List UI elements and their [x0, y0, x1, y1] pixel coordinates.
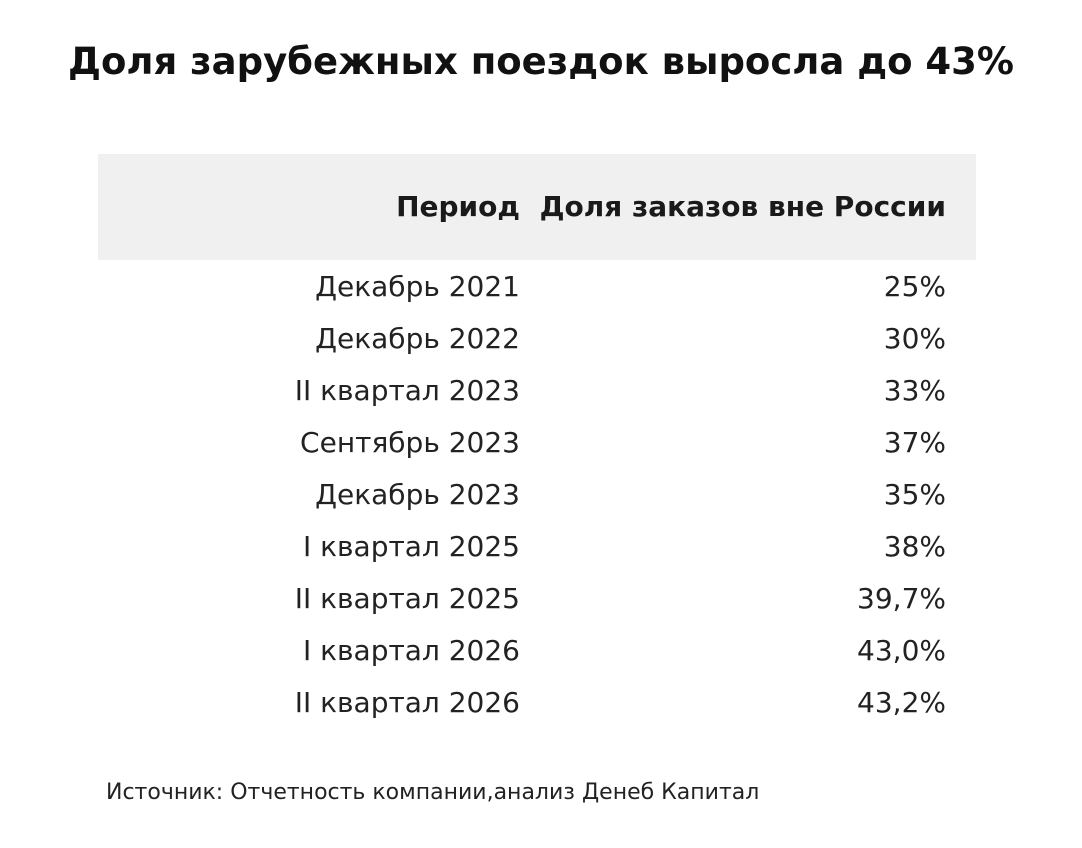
- cell-share: 43,0%: [857, 634, 946, 667]
- table-row: Декабрь 2021 25%: [98, 260, 976, 312]
- cell-share: 37%: [883, 426, 946, 459]
- table-row: II квартал 2026 43,2%: [98, 676, 976, 728]
- cell-share: 39,7%: [857, 582, 946, 615]
- table-row: Декабрь 2022 30%: [98, 312, 976, 364]
- table-row: Декабрь 2023 35%: [98, 468, 976, 520]
- table-row: I квартал 2026 43,0%: [98, 624, 976, 676]
- cell-share: 25%: [883, 270, 946, 303]
- source-note: Источник: Отчетность компании,анализ Ден…: [106, 780, 760, 805]
- table-body: Декабрь 2021 25% Декабрь 2022 30% II квартал…: [98, 260, 976, 728]
- cell-period: Декабрь 2022: [315, 322, 520, 355]
- column-header-period: Период: [396, 190, 520, 223]
- cell-period: I квартал 2025: [302, 530, 520, 563]
- cell-share: 30%: [883, 322, 946, 355]
- cell-period: Декабрь 2021: [315, 270, 520, 303]
- table-header: Период Доля заказов вне России: [98, 154, 976, 260]
- table-row: Сентябрь 2023 37%: [98, 416, 976, 468]
- cell-period: Декабрь 2023: [315, 478, 520, 511]
- table-row: II квартал 2025 39,7%: [98, 572, 976, 624]
- cell-period: I квартал 2026: [302, 634, 520, 667]
- chart-title: Доля зарубежных поездок выросла до 43%: [68, 40, 1014, 83]
- cell-period: II квартал 2025: [294, 582, 520, 615]
- table-row: I квартал 2025 38%: [98, 520, 976, 572]
- cell-period: Сентябрь 2023: [300, 426, 520, 459]
- cell-period: II квартал 2026: [294, 686, 520, 719]
- cell-share: 35%: [883, 478, 946, 511]
- cell-share: 38%: [883, 530, 946, 563]
- cell-share: 33%: [883, 374, 946, 407]
- cell-period: II квартал 2023: [294, 374, 520, 407]
- cell-share: 43,2%: [857, 686, 946, 719]
- table-row: II квартал 2023 33%: [98, 364, 976, 416]
- data-table: Период Доля заказов вне России Декабрь 2…: [98, 154, 976, 728]
- column-header-share: Доля заказов вне России: [539, 190, 946, 223]
